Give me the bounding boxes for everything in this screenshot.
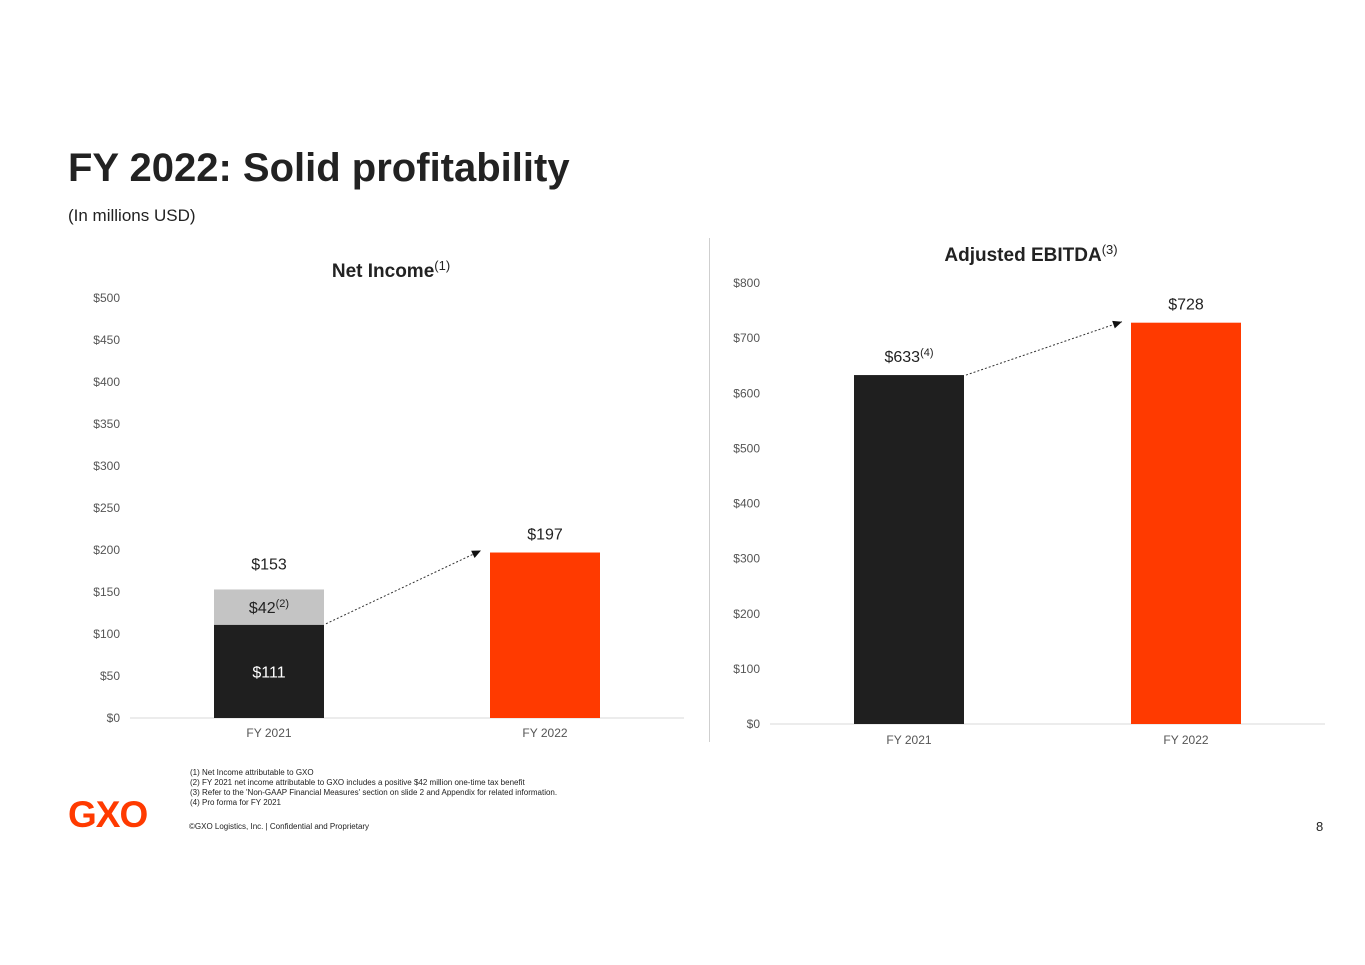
footnote-4: (4) Pro forma for FY 2021 xyxy=(190,798,281,807)
logo-text: GXO xyxy=(68,796,147,832)
net-income-segment-label: $42(2) xyxy=(249,598,289,617)
net-income-growth-arrow-line xyxy=(325,550,482,625)
net-income-bar xyxy=(490,552,600,718)
net-income-ytick-label: $0 xyxy=(107,711,121,725)
ebitda-category-label: FY 2022 xyxy=(1163,733,1208,747)
ebitda-category-label: FY 2021 xyxy=(886,733,931,747)
net-income-ytick-label: $50 xyxy=(100,669,120,683)
net-income-ytick-label: $150 xyxy=(93,585,120,599)
ebitda-total-label: $633(4) xyxy=(884,347,933,366)
chart-divider xyxy=(709,238,710,742)
footnote-2: (2) FY 2021 net income attributable to G… xyxy=(190,778,525,787)
ebitda-bar xyxy=(1131,322,1241,724)
ebitda-ytick-label: $600 xyxy=(733,386,760,400)
ebitda-growth-arrow-line xyxy=(965,321,1123,376)
net-income-segment-label: $111 xyxy=(252,664,285,681)
net-income-ytick-label: $450 xyxy=(93,333,120,347)
ebitda-ytick-label: $500 xyxy=(733,441,760,455)
page-subtitle: (In millions USD) xyxy=(68,206,196,225)
ebitda-ytick-label: $200 xyxy=(733,607,760,621)
ebitda-growth-arrow-head xyxy=(1112,320,1122,329)
footnote-1: (1) Net Income attributable to GXO xyxy=(190,768,314,777)
net-income-ytick-label: $350 xyxy=(93,417,120,431)
net-income-ytick-label: $250 xyxy=(93,501,120,515)
page-number: 8 xyxy=(1316,819,1324,834)
net-income-ytick-label: $500 xyxy=(93,291,120,305)
net-income-ytick-label: $100 xyxy=(93,627,120,641)
ebitda-ytick-label: $800 xyxy=(733,276,760,290)
ebitda-ytick-label: $0 xyxy=(747,717,761,731)
net-income-category-label: FY 2022 xyxy=(522,726,567,740)
copyright: ©GXO Logistics, Inc. | Confidential and … xyxy=(189,822,370,831)
ebitda-bar xyxy=(854,375,964,724)
ebitda-chart-title: Adjusted EBITDA(3) xyxy=(944,242,1117,266)
footnote-3: (3) Refer to the 'Non-GAAP Financial Mea… xyxy=(190,788,558,797)
net-income-total-label: $153 xyxy=(251,556,287,573)
net-income-bar xyxy=(214,589,324,625)
page-title: FY 2022: Solid profitability xyxy=(68,146,570,190)
net-income-ytick-label: $400 xyxy=(93,375,120,389)
ebitda-ytick-label: $700 xyxy=(733,331,760,345)
net-income-total-label: $197 xyxy=(527,527,563,544)
net-income-category-label: FY 2021 xyxy=(246,726,291,740)
net-income-bar xyxy=(214,624,324,718)
footnotes: (1) Net Income attributable to GXO (2) F… xyxy=(190,768,557,808)
net-income-growth-arrow-head xyxy=(471,550,481,558)
net-income-chart-title: Net Income(1) xyxy=(332,258,450,282)
net-income-ytick-label: $300 xyxy=(93,459,120,473)
ebitda-ytick-label: $400 xyxy=(733,497,760,511)
ebitda-ytick-label: $300 xyxy=(733,552,760,566)
ebitda-total-label: $728 xyxy=(1168,297,1204,314)
net-income-ytick-label: $200 xyxy=(93,543,120,557)
gxo-logo: GXO xyxy=(68,796,148,832)
ebitda-ytick-label: $100 xyxy=(733,662,760,676)
